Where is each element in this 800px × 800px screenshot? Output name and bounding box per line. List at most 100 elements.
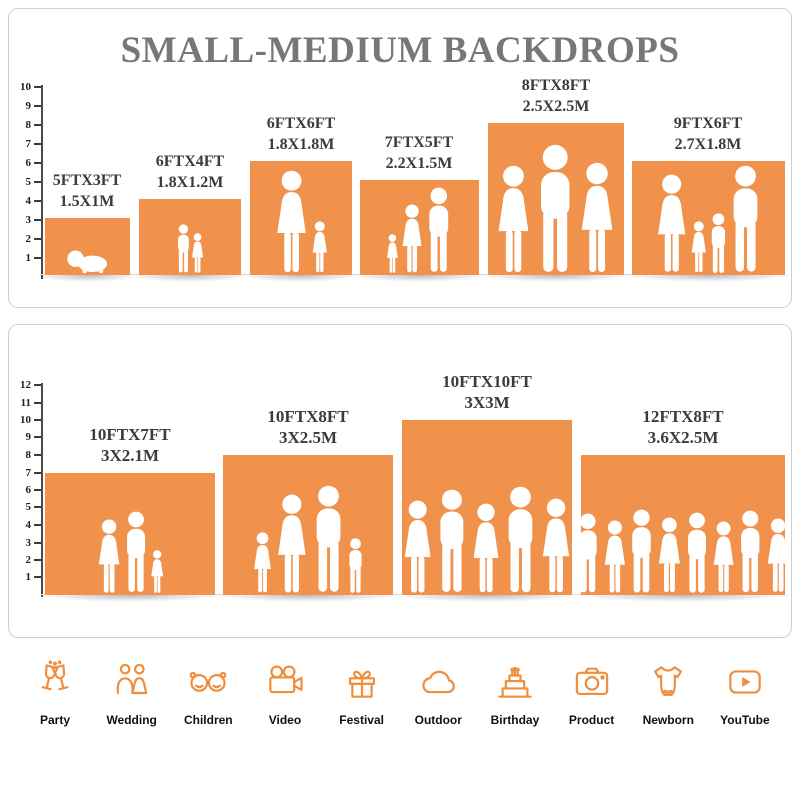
man-silhouette-icon	[508, 486, 533, 593]
size-m-label: 3X2.5M	[278, 428, 338, 448]
ruler-tick: 6	[15, 484, 41, 496]
size-ft-label: 12FTX8FT	[642, 406, 724, 426]
woman-silhouette-icon	[98, 519, 119, 593]
man-silhouette-icon	[734, 166, 758, 273]
girl-silhouette-icon	[312, 221, 328, 273]
woman-silhouette-icon	[278, 494, 306, 593]
woman-silhouette-icon	[767, 519, 785, 593]
people-silhouette	[45, 218, 130, 275]
category-label: Outdoor	[414, 713, 462, 727]
people-silhouette	[402, 420, 572, 595]
category-row: Party Wedding Children Video	[0, 660, 800, 727]
video-camera-icon	[269, 665, 303, 694]
woman-silhouette-icon	[473, 503, 499, 593]
girl-silhouette-icon	[691, 221, 706, 273]
boy-silhouette-icon	[177, 224, 189, 273]
boy-silhouette-icon	[349, 538, 362, 593]
ruler-tick: 2	[15, 233, 41, 245]
wedding-couple-icon	[116, 663, 147, 695]
category-video: Video	[252, 660, 318, 727]
man-silhouette-icon	[316, 486, 341, 593]
cloud-icon	[422, 670, 456, 694]
size-ft-label: 8FTX8FT	[521, 77, 591, 95]
size-label-6x4: 6FTX4FT 1.8X1.2M	[156, 152, 224, 193]
size-ft-label: 6FTX4FT	[155, 153, 225, 171]
backdrop-bar-6x6	[250, 161, 352, 275]
gift-box-icon	[348, 670, 375, 698]
youtube-play-icon	[729, 670, 761, 694]
people-silhouette	[360, 180, 479, 275]
backdrop-bar-10x10	[402, 420, 572, 595]
man-silhouette-icon	[632, 509, 652, 593]
category-festival: Festival	[329, 660, 395, 727]
ruler-tick: 9	[15, 431, 41, 443]
woman-silhouette-icon	[604, 520, 625, 593]
woman-silhouette-icon	[404, 500, 431, 593]
size-label-6x6: 6FTX6FT 1.8X1.8M	[267, 114, 335, 155]
page-title: SMALL-MEDIUM BACKDROPS	[120, 30, 680, 71]
woman-silhouette-icon	[543, 498, 570, 593]
category-label: Party	[39, 713, 71, 727]
backdrop-bar-10x7	[45, 473, 215, 595]
children-faces-icon	[189, 671, 227, 692]
man-silhouette-icon	[581, 513, 597, 593]
ruler-tick: 4	[15, 519, 41, 531]
girl-silhouette-icon	[192, 233, 204, 273]
woman-silhouette-icon	[713, 521, 734, 593]
people-silhouette	[45, 473, 215, 595]
category-youtube: YouTube	[712, 660, 778, 727]
category-wedding: Wedding	[99, 660, 165, 727]
ruler-tick: 4	[15, 195, 41, 207]
size-m-label: 1.5X1M	[59, 192, 115, 210]
ruler-tick: 2	[15, 554, 41, 566]
size-ft-label: 6FTX6FT	[266, 115, 336, 133]
woman-silhouette-icon	[277, 170, 306, 273]
man-silhouette-icon	[741, 510, 760, 593]
baby-silhouette-icon	[67, 250, 108, 273]
size-label-8x8: 8FTX8FT 2.5X2.5M	[522, 76, 590, 117]
camera-icon	[575, 667, 608, 696]
size-ft-label: 9FTX6FT	[673, 115, 743, 133]
backdrop-bar-9x6	[632, 161, 785, 275]
ruler-tick: 10	[15, 414, 41, 426]
man-silhouette-icon	[617, 153, 624, 273]
size-m-label: 2.7X1.8M	[674, 135, 742, 153]
people-silhouette	[223, 455, 393, 595]
size-m-label: 3.6X2.5M	[647, 428, 719, 448]
medium-backdrops-panel: 1 2 3 4 5 6 7 8 9 10 11 12	[8, 324, 793, 638]
backdrop-bar-5x3	[45, 218, 130, 275]
ruler-tick: 7	[15, 467, 41, 479]
woman-silhouette-icon	[402, 204, 422, 273]
woman-silhouette-icon	[498, 165, 529, 273]
size-label-10x10: 10FTX10FT 3X3M	[442, 371, 532, 415]
category-label: Children	[183, 713, 233, 727]
girl-silhouette-icon	[151, 550, 164, 593]
man-silhouette-icon	[688, 512, 707, 593]
size-m-label: 1.8X1.8M	[267, 135, 335, 153]
boy-silhouette-icon	[711, 212, 725, 273]
feet-ruler: 1 2 3 4 5 6 7 8 9 10 11 12	[15, 379, 43, 597]
ruler-tick: 5	[15, 176, 41, 188]
man-silhouette-icon	[126, 511, 145, 593]
ruler-tick: 6	[15, 157, 41, 169]
woman-silhouette-icon	[657, 175, 685, 273]
backdrop-bar-8x8	[488, 123, 624, 275]
backdrop-bar-7x5	[360, 180, 479, 275]
category-label: Product	[568, 713, 615, 727]
size-m-label: 3X2.1M	[100, 446, 160, 466]
ruler-tick: 3	[15, 537, 41, 549]
size-m-label: 2.2X1.5M	[385, 154, 453, 172]
ruler-tick: 1	[15, 252, 41, 264]
category-product: Product	[559, 660, 625, 727]
backdrop-bar-10x8	[223, 455, 393, 595]
people-silhouette	[139, 199, 241, 275]
size-label-7x5: 7FTX5FT 2.2X1.5M	[385, 133, 453, 174]
people-silhouette	[250, 161, 352, 275]
baby-onesie-icon	[654, 666, 683, 696]
category-party: Party	[22, 660, 88, 727]
category-label: Birthday	[490, 713, 540, 727]
ruler-tick: 9	[15, 100, 41, 112]
size-label-12x8: 12FTX8FT 3.6X2.5M	[642, 406, 723, 450]
size-label-10x7: 10FTX7FT 3X2.1M	[89, 424, 170, 468]
ruler-tick: 12	[15, 379, 41, 391]
